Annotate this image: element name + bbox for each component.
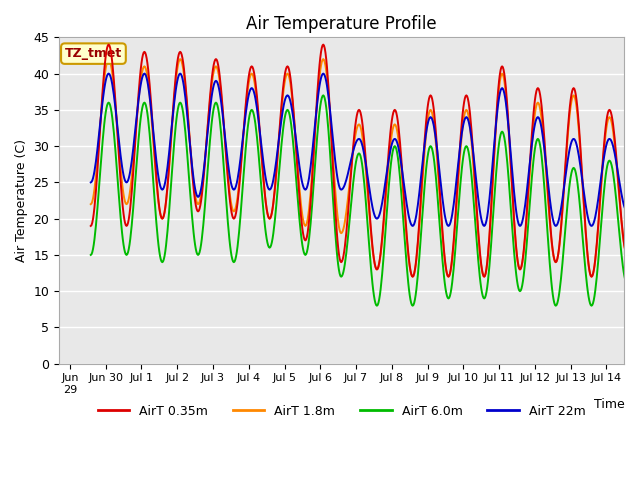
Legend: AirT 0.35m, AirT 1.8m, AirT 6.0m, AirT 22m: AirT 0.35m, AirT 1.8m, AirT 6.0m, AirT 2… bbox=[93, 400, 591, 423]
Title: Air Temperature Profile: Air Temperature Profile bbox=[246, 15, 437, 33]
Text: TZ_tmet: TZ_tmet bbox=[65, 47, 122, 60]
Y-axis label: Air Temperature (C): Air Temperature (C) bbox=[15, 139, 28, 262]
X-axis label: Time: Time bbox=[593, 398, 624, 411]
